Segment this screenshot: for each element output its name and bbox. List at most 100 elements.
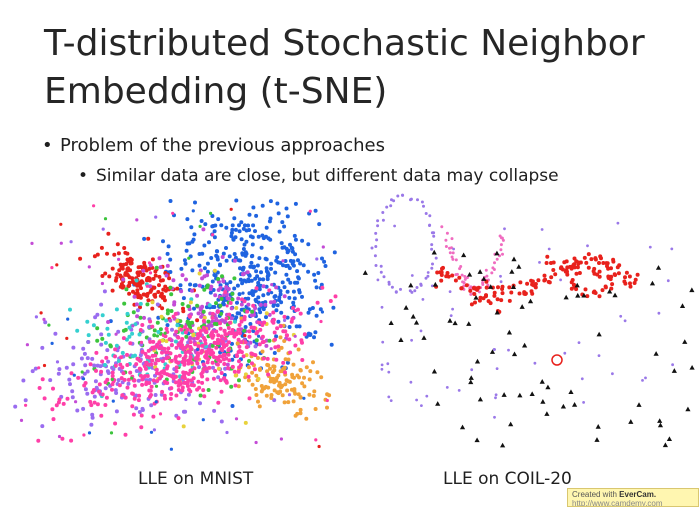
scatter-point bbox=[494, 393, 498, 397]
scatter-point bbox=[158, 327, 163, 332]
scatter-point bbox=[238, 258, 243, 263]
scatter-point bbox=[48, 378, 53, 383]
scatter-point bbox=[250, 382, 255, 387]
scatter-point bbox=[260, 387, 265, 392]
scatter-point bbox=[287, 337, 292, 342]
scatter-point bbox=[214, 329, 219, 334]
scatter-point bbox=[529, 289, 534, 294]
scatter-point bbox=[204, 350, 209, 354]
scatter-point bbox=[165, 263, 170, 268]
scatter-point bbox=[293, 413, 298, 418]
scatter-point bbox=[195, 387, 200, 392]
scatter-point bbox=[540, 399, 546, 404]
scatter-point bbox=[494, 309, 500, 315]
scatter-point bbox=[500, 287, 505, 291]
scatter-point bbox=[307, 392, 312, 397]
scatter-point bbox=[278, 324, 283, 329]
scatter-point bbox=[420, 200, 424, 204]
scatter-point bbox=[432, 281, 438, 287]
scatter-point bbox=[100, 336, 105, 341]
scatter-point bbox=[254, 286, 259, 291]
scatter-point bbox=[450, 246, 453, 250]
lle-coil20-scatter bbox=[362, 193, 695, 448]
scatter-point bbox=[415, 398, 418, 402]
scatter-point bbox=[93, 315, 98, 320]
scatter-point bbox=[468, 375, 474, 380]
scatter-point bbox=[132, 396, 137, 401]
scatter-point bbox=[454, 273, 458, 277]
scatter-point bbox=[81, 406, 86, 411]
scatter-point bbox=[149, 403, 154, 408]
scatter-point bbox=[474, 358, 481, 364]
scatter-point bbox=[281, 263, 285, 268]
scatter-point bbox=[227, 358, 232, 363]
scatter-point bbox=[136, 378, 141, 383]
scatter-point bbox=[272, 364, 277, 369]
scatter-point bbox=[113, 388, 118, 393]
scatter-point bbox=[213, 369, 218, 373]
scatter-point bbox=[170, 374, 175, 379]
scatter-point bbox=[186, 392, 191, 397]
scatter-point bbox=[165, 323, 170, 328]
scatter-point bbox=[239, 340, 244, 345]
scatter-point bbox=[180, 385, 185, 390]
scatter-point bbox=[148, 339, 153, 344]
scatter-point bbox=[320, 285, 325, 290]
scatter-point bbox=[276, 211, 281, 216]
scatter-point bbox=[136, 398, 141, 403]
scatter-point bbox=[95, 402, 100, 407]
scatter-point bbox=[321, 245, 325, 249]
scatter-point bbox=[243, 420, 248, 425]
scatter-point bbox=[207, 344, 212, 349]
scatter-point bbox=[105, 348, 110, 353]
scatter-point bbox=[92, 400, 97, 405]
scatter-point bbox=[230, 292, 234, 296]
scatter-point bbox=[70, 395, 75, 400]
scatter-point bbox=[154, 384, 159, 388]
scatter-point bbox=[263, 302, 268, 307]
scatter-point bbox=[276, 319, 281, 324]
scatter-point bbox=[169, 358, 174, 363]
scatter-point bbox=[188, 336, 193, 341]
scatter-point bbox=[241, 265, 246, 270]
scatter-point bbox=[173, 374, 178, 379]
scatter-point bbox=[69, 438, 74, 443]
scatter-point bbox=[203, 222, 208, 227]
scatter-point bbox=[299, 338, 304, 343]
scatter-point bbox=[408, 282, 414, 288]
scatter-point bbox=[426, 274, 430, 278]
scatter-point bbox=[362, 270, 368, 275]
scatter-point bbox=[277, 229, 282, 234]
scatter-point bbox=[246, 296, 251, 301]
scatter-point bbox=[147, 261, 152, 265]
scatter-point bbox=[184, 334, 189, 339]
scatter-point bbox=[160, 359, 165, 364]
scatter-point bbox=[100, 281, 104, 286]
scatter-point bbox=[95, 252, 100, 257]
scatter-point bbox=[207, 240, 211, 245]
scatter-point bbox=[247, 396, 252, 401]
scatter-point bbox=[250, 361, 254, 366]
scatter-point bbox=[253, 353, 258, 358]
scatter-point bbox=[68, 307, 72, 312]
scatter-point bbox=[155, 302, 160, 307]
scatter-point bbox=[633, 277, 638, 282]
scatter-point bbox=[190, 320, 194, 325]
scatter-point bbox=[286, 357, 291, 362]
scatter-point bbox=[293, 334, 297, 338]
scatter-point bbox=[200, 304, 205, 309]
scatter-point bbox=[122, 246, 127, 250]
scatter-point bbox=[265, 277, 270, 282]
scatter-point bbox=[469, 292, 473, 296]
scatter-point bbox=[448, 290, 452, 293]
scatter-point bbox=[413, 289, 417, 293]
scatter-point bbox=[164, 339, 169, 344]
scatter-point bbox=[201, 362, 206, 367]
scatter-point bbox=[181, 296, 186, 301]
scatter-point bbox=[215, 357, 220, 362]
scatter-point bbox=[140, 273, 145, 278]
scatter-point bbox=[181, 370, 186, 375]
scatter-point bbox=[403, 305, 409, 310]
scatter-point bbox=[450, 255, 454, 259]
scatter-point bbox=[300, 358, 305, 362]
